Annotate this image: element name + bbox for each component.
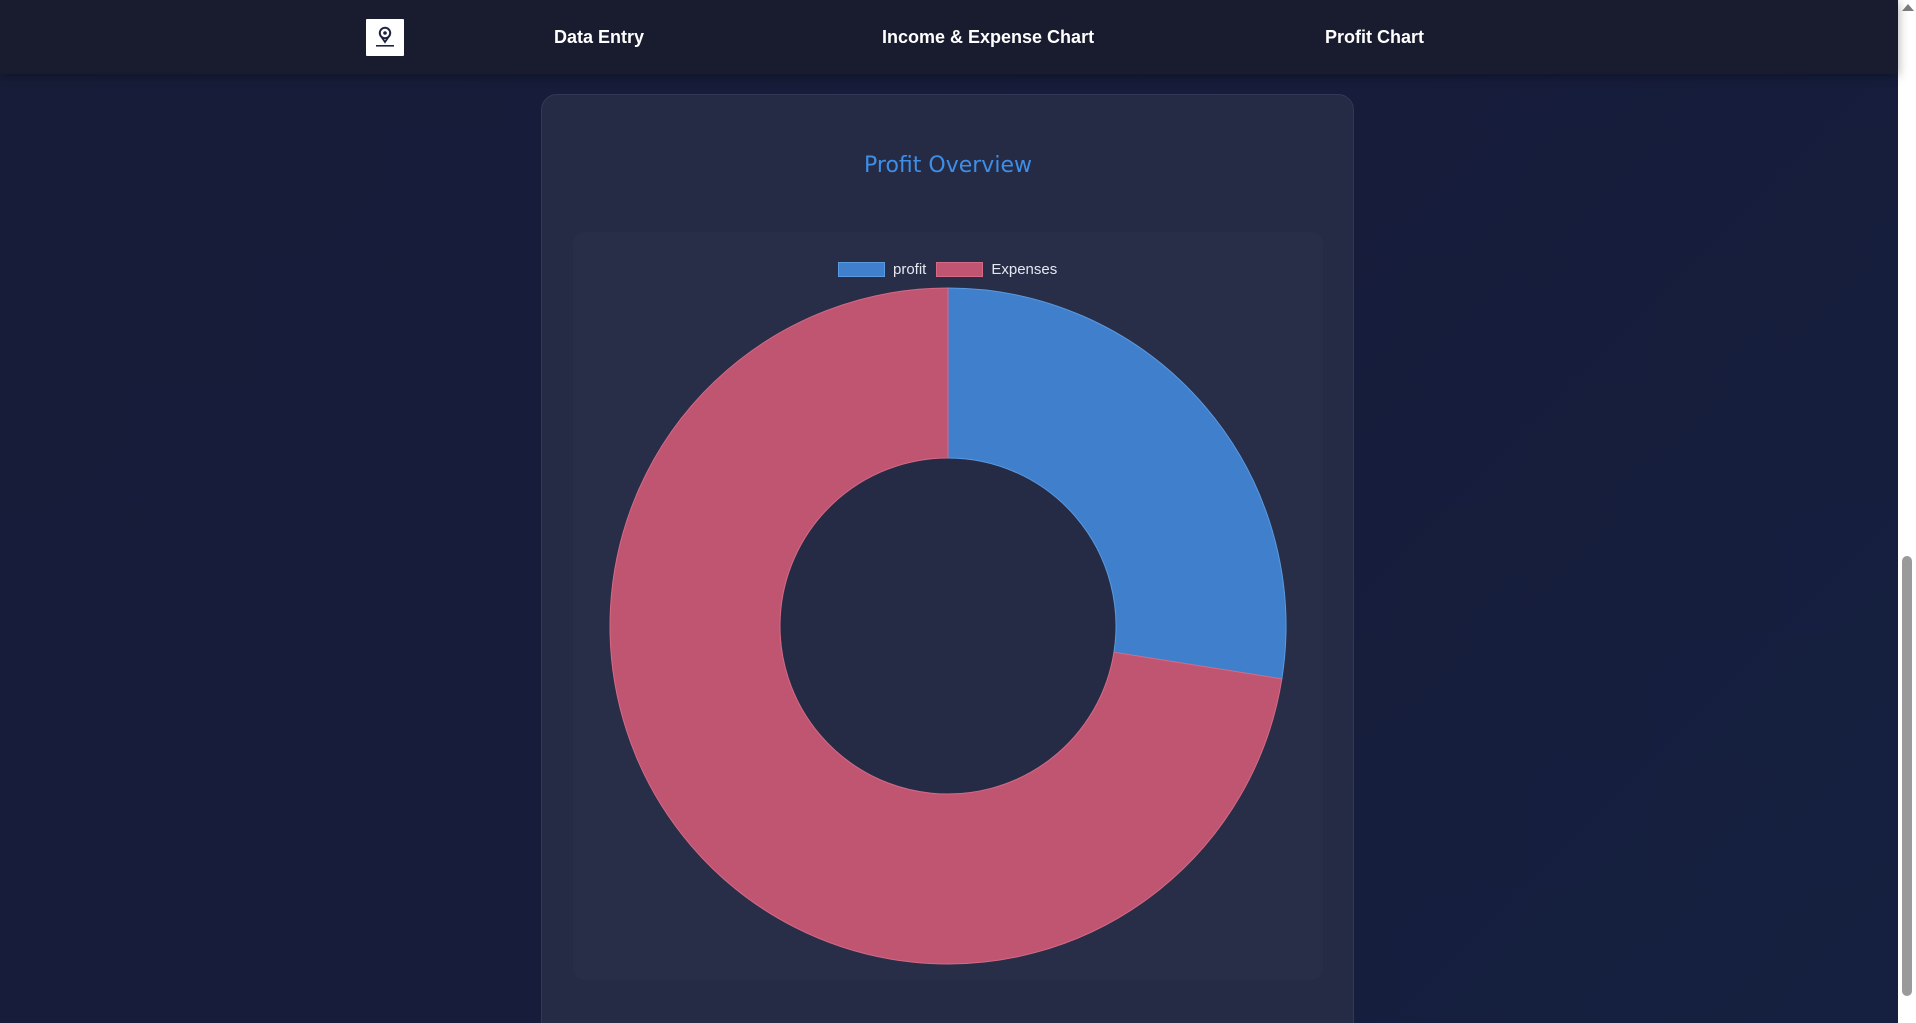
donut-slice-expenses[interactable] xyxy=(609,287,1283,965)
scroll-up-arrow-icon[interactable] xyxy=(1902,4,1914,11)
donut-hole xyxy=(781,459,1115,793)
donut-slice-profit[interactable] xyxy=(947,287,1287,680)
chart-legend: profit Expenses xyxy=(838,260,1067,278)
nav-data-entry[interactable]: Data Entry xyxy=(554,27,645,47)
logo-graphic xyxy=(376,26,394,47)
legend-item-profit[interactable]: profit xyxy=(838,261,926,278)
nav-income-expense-chart[interactable]: Income & Expense Chart xyxy=(882,27,1095,47)
legend-item-expenses[interactable]: Expenses xyxy=(936,261,1057,278)
legend-label-expenses: Expenses xyxy=(991,260,1058,278)
legend-swatch-expenses xyxy=(936,261,984,277)
scrollbar-thumb[interactable] xyxy=(1902,556,1912,996)
card-title: Profit Overview xyxy=(864,153,1032,178)
logo-icon[interactable] xyxy=(366,19,404,56)
legend-label-profit: profit xyxy=(893,260,927,278)
top-navbar: Data Entry Income & Expense Chart Profit… xyxy=(0,0,1898,74)
legend-swatch-profit xyxy=(838,261,885,277)
nav-profit-chart[interactable]: Profit Chart xyxy=(1325,27,1424,47)
